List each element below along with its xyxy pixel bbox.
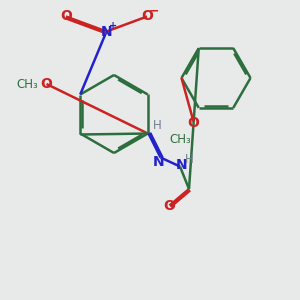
Text: CH₃: CH₃ (169, 133, 191, 146)
Text: CH₃: CH₃ (16, 77, 38, 91)
Text: O: O (188, 116, 200, 130)
Text: H: H (152, 118, 161, 132)
Text: +: + (109, 21, 117, 31)
Text: O: O (164, 199, 175, 212)
Text: −: − (148, 4, 159, 18)
Text: O: O (141, 10, 153, 23)
Text: O: O (60, 10, 72, 23)
Text: N: N (176, 158, 187, 172)
Text: H: H (185, 153, 194, 167)
Text: O: O (40, 77, 52, 91)
Text: N: N (153, 155, 165, 169)
Text: N: N (101, 25, 112, 38)
